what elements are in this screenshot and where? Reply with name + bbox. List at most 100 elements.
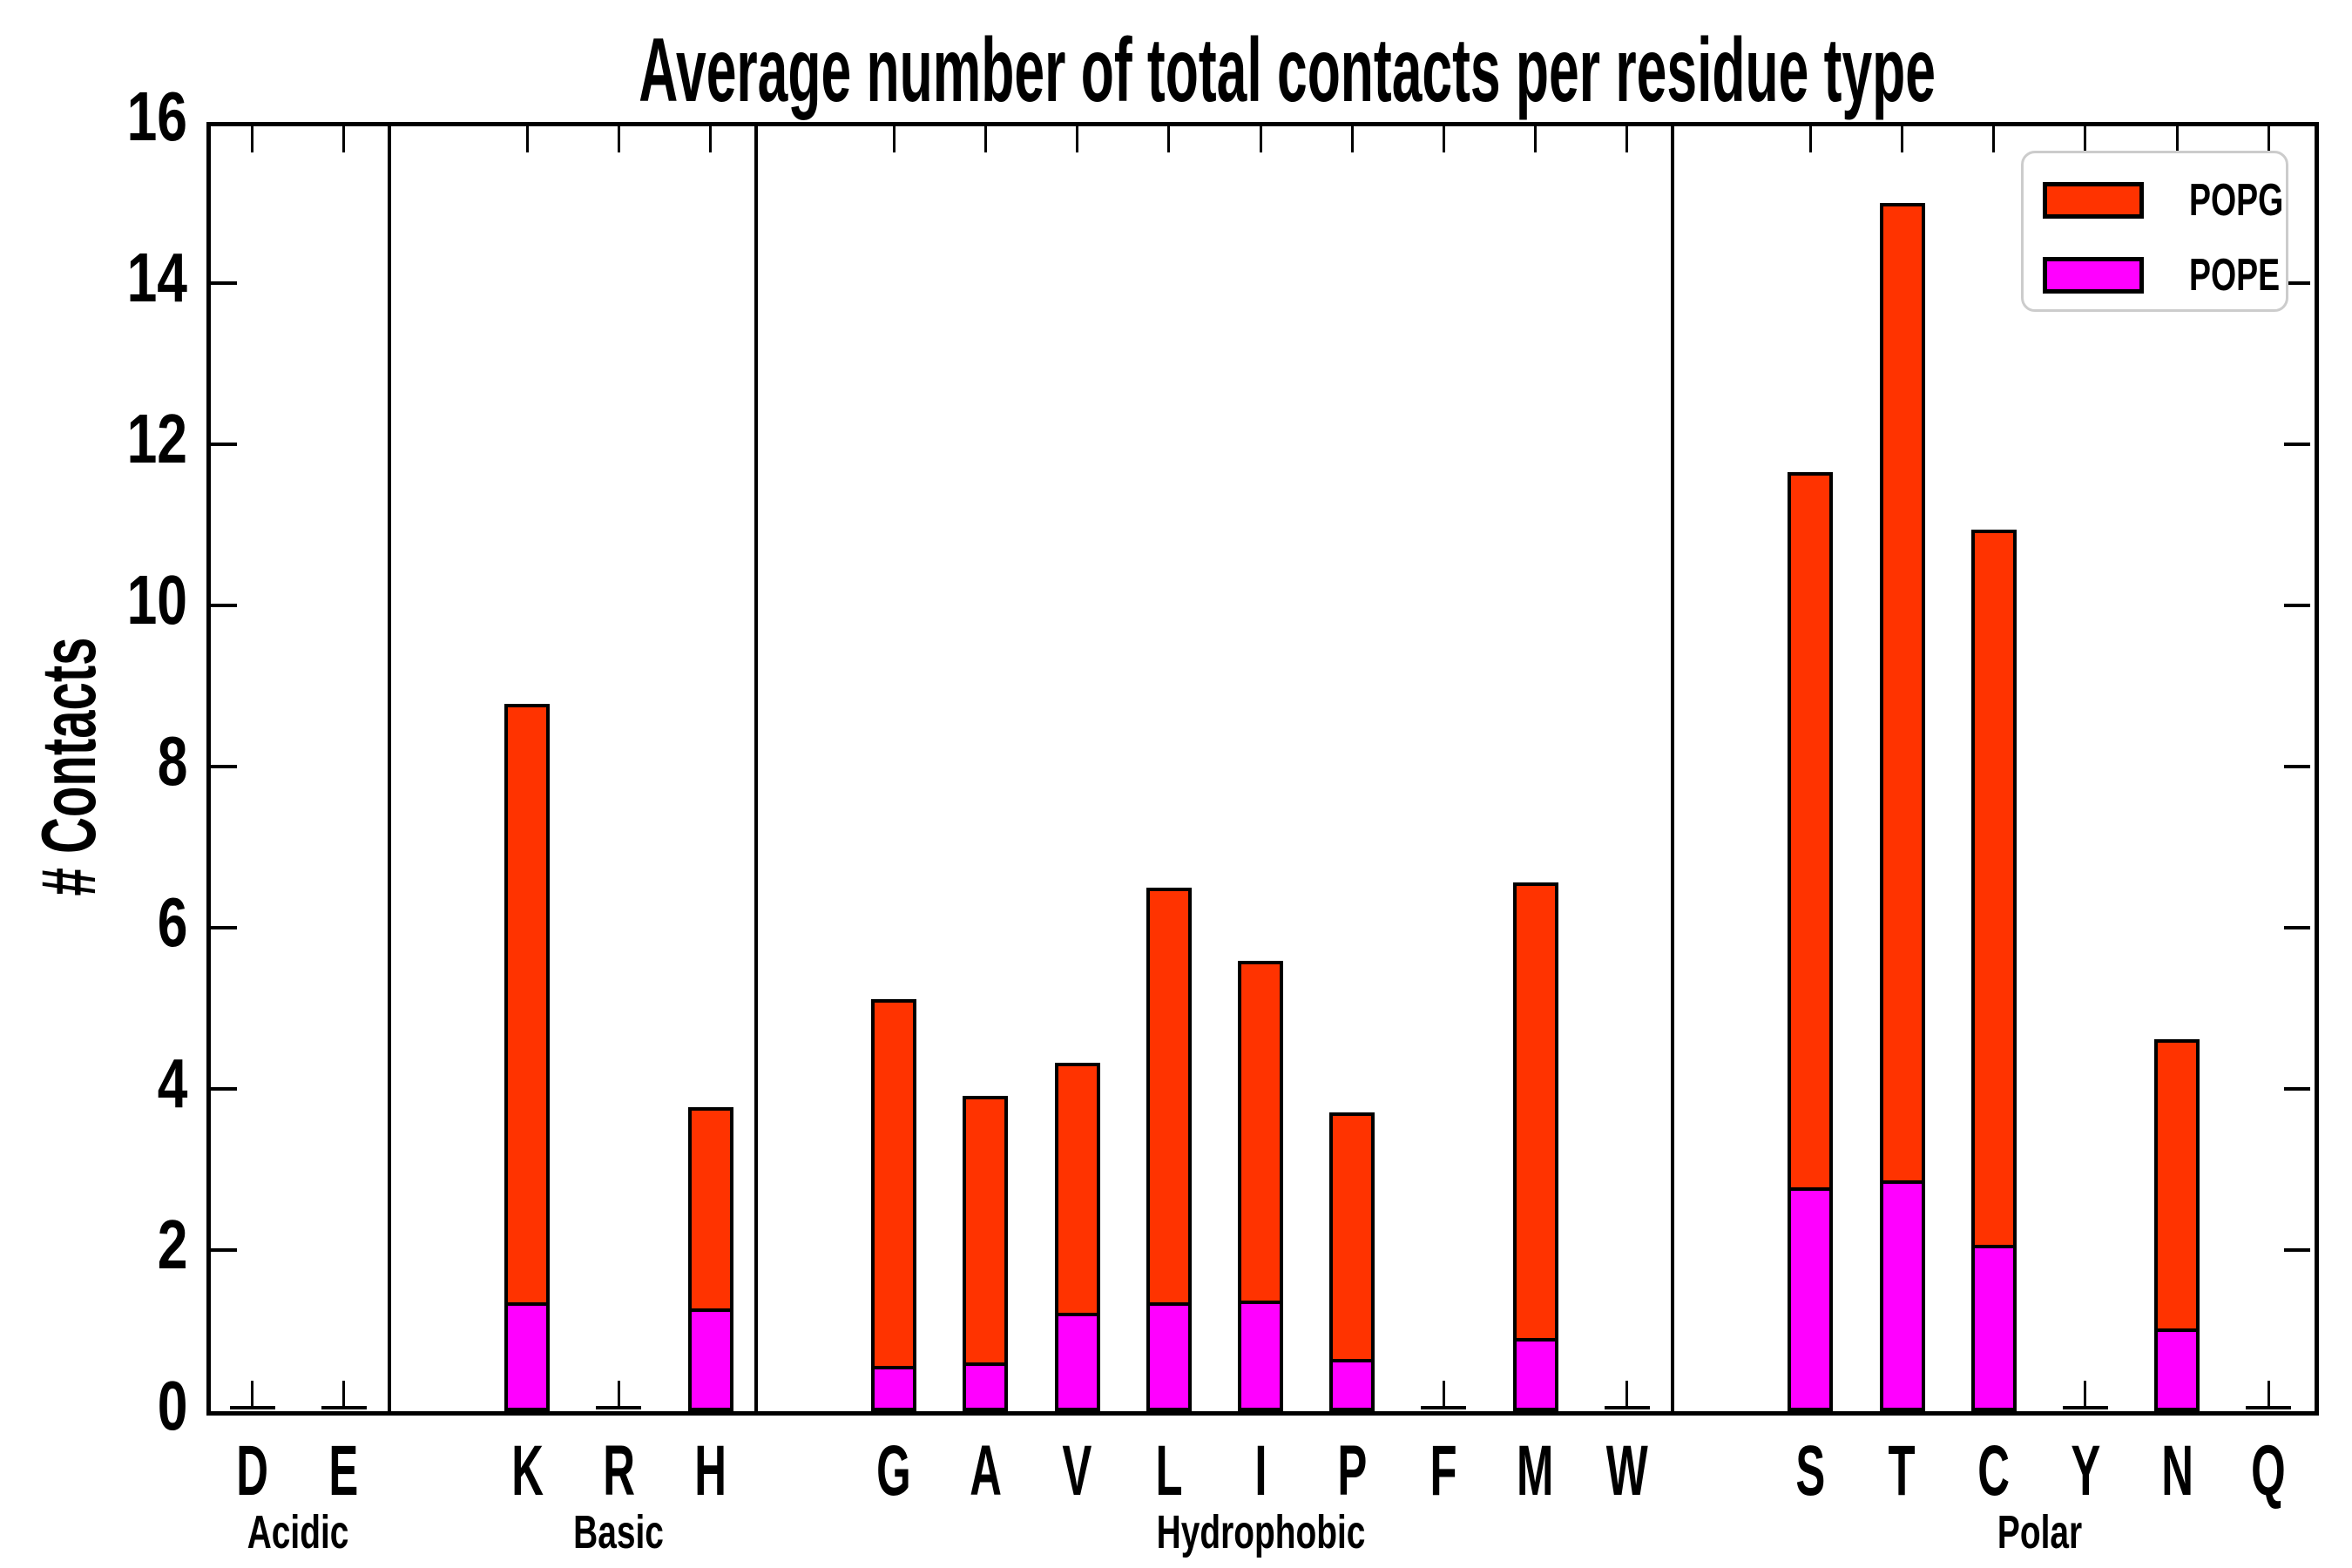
group-label-polar: Polar <box>1997 1506 2082 1558</box>
bar-Y <box>2062 1406 2108 1409</box>
bar-segment-pope <box>1512 1342 1558 1411</box>
bar-segment-pope <box>504 1305 551 1411</box>
x-category-label: Q <box>2251 1431 2287 1511</box>
x-category-label: N <box>2160 1431 2193 1511</box>
group-label-acidic: Acidic <box>247 1506 349 1558</box>
y-major-tick-left <box>211 1087 237 1091</box>
y-tick-label: 4 <box>157 1044 187 1122</box>
y-tick-label: 12 <box>126 400 187 477</box>
x-category-label: R <box>603 1431 635 1511</box>
y-major-tick-right <box>2284 443 2310 446</box>
x-category-label: W <box>1605 1431 1648 1511</box>
bar-A <box>963 1096 1009 1411</box>
bar-H <box>687 1107 733 1411</box>
bar-segment-popg <box>1970 530 2017 1249</box>
x-tick-top <box>617 126 620 152</box>
bar-segment-pope <box>687 1312 733 1411</box>
x-category-label: C <box>1977 1431 2011 1511</box>
bar-Q <box>2246 1406 2292 1409</box>
bar-segment-popg <box>1512 882 1558 1342</box>
bar-segment-popg <box>2154 1038 2200 1333</box>
bar-segment-pope <box>1970 1248 2017 1411</box>
x-tick-top <box>1350 126 1354 152</box>
x-tick-top <box>342 126 346 152</box>
y-tick-label: 6 <box>157 883 187 961</box>
bar-segment-pope <box>871 1369 917 1411</box>
x-tick-top <box>1259 126 1262 152</box>
bar-P <box>1329 1112 1375 1411</box>
x-tick-top <box>1808 126 1812 152</box>
x-tick-bottom <box>342 1381 346 1407</box>
bar-C <box>1970 530 2017 1411</box>
x-tick-bottom <box>2084 1381 2087 1407</box>
bar-G <box>871 999 917 1411</box>
y-major-tick-left <box>211 604 237 607</box>
x-category-label: D <box>236 1431 268 1511</box>
y-tick-label: 8 <box>157 722 187 800</box>
x-category-label: I <box>1254 1431 1267 1511</box>
y-axis-label: # Contacts <box>25 637 112 896</box>
y-major-tick-right <box>2284 926 2310 929</box>
bar-segment-pope <box>1054 1315 1100 1411</box>
x-tick-top <box>2267 126 2270 152</box>
x-category-label: L <box>1155 1431 1183 1511</box>
y-major-tick-right <box>2284 1248 2310 1252</box>
x-tick-top <box>2175 126 2179 152</box>
bar-segment-pope <box>1788 1190 1834 1411</box>
pope-swatch <box>2043 257 2144 294</box>
x-tick-top <box>2084 126 2087 152</box>
bar-D <box>229 1406 275 1409</box>
bar-T <box>1879 202 1925 1412</box>
bar-E <box>321 1406 367 1409</box>
x-category-label: E <box>328 1431 359 1511</box>
x-tick-top <box>1625 126 1629 152</box>
group-divider <box>754 122 759 1411</box>
bar-F <box>1421 1406 1467 1409</box>
group-divider <box>388 122 392 1411</box>
x-tick-bottom <box>1625 1381 1629 1407</box>
y-tick-label: 16 <box>126 78 187 155</box>
bar-segment-pope <box>1329 1362 1375 1411</box>
x-category-label: T <box>1888 1431 1916 1511</box>
bar-segment-popg <box>1238 960 1283 1304</box>
bar-segment-popg <box>1329 1112 1375 1362</box>
x-tick-top <box>1167 126 1171 152</box>
y-major-tick-right <box>2284 604 2310 607</box>
x-tick-top <box>1534 126 1538 152</box>
bar-S <box>1788 472 1834 1411</box>
chart-title: Average number of total contacts per res… <box>639 20 1936 121</box>
legend-label-pope: POPE <box>2189 250 2281 301</box>
bar-W <box>1604 1406 1650 1409</box>
x-tick-bottom <box>251 1381 254 1407</box>
bar-V <box>1054 1063 1100 1411</box>
x-tick-top <box>709 126 713 152</box>
bar-segment-popg <box>1146 887 1192 1306</box>
x-tick-top <box>892 126 896 152</box>
x-category-label: K <box>510 1431 544 1511</box>
y-major-tick-left <box>211 1248 237 1252</box>
legend-item-pope: POPE <box>2043 249 2315 301</box>
y-major-tick-left <box>211 926 237 929</box>
legend-item-popg: POPG <box>2043 174 2320 226</box>
legend-box: POPG POPE <box>2021 151 2288 312</box>
y-tick-label: 14 <box>126 239 187 316</box>
bar-segment-popg <box>963 1096 1009 1367</box>
x-tick-top <box>525 126 529 152</box>
bar-segment-pope <box>1146 1305 1192 1411</box>
x-category-label: Y <box>2070 1431 2100 1511</box>
group-label-hydrophobic: Hydrophobic <box>1156 1506 1365 1558</box>
y-major-tick-left <box>211 765 237 768</box>
y-major-tick-right <box>2284 765 2310 768</box>
y-tick-label: 2 <box>157 1206 187 1283</box>
bar-segment-popg <box>1054 1063 1100 1316</box>
x-tick-top <box>251 126 254 152</box>
x-category-label: V <box>1062 1431 1092 1511</box>
x-category-label: H <box>694 1431 727 1511</box>
legend-label-popg: POPG <box>2189 175 2284 226</box>
group-divider <box>1671 122 1675 1411</box>
bar-L <box>1146 887 1192 1411</box>
x-category-label: A <box>969 1431 1002 1511</box>
x-tick-top <box>1901 126 1904 152</box>
bar-segment-pope <box>1879 1184 1925 1411</box>
